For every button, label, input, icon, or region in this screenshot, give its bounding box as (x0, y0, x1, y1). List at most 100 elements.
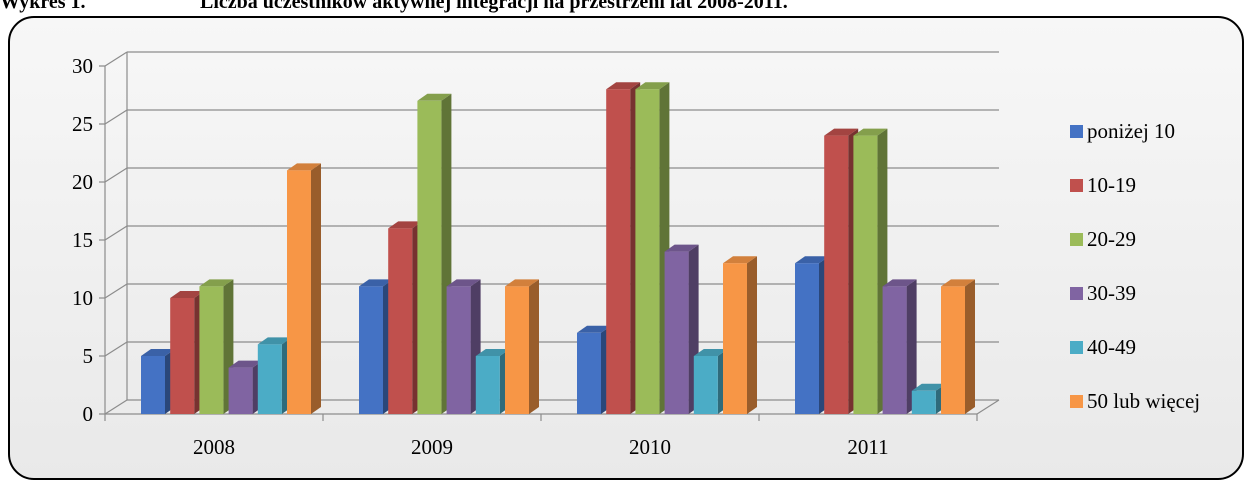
gridline-diagonal (104, 283, 128, 299)
bar (795, 256, 829, 414)
bar-top (635, 82, 670, 90)
bar-side (529, 279, 539, 414)
bar-top (824, 128, 859, 136)
bar-top (505, 279, 539, 287)
gridline-diagonal (104, 51, 128, 67)
legend-swatch (1070, 394, 1083, 408)
bar-front (723, 263, 747, 414)
bar-top (228, 360, 263, 368)
x-tick-label: 2008 (193, 435, 235, 459)
legend-item: 10-19 (1070, 158, 1242, 212)
legend-label: 10-19 (1087, 172, 1136, 197)
bar-top (170, 291, 205, 298)
bar-front (141, 356, 165, 414)
bar-front (446, 286, 471, 414)
bar (359, 279, 393, 414)
bar-front (606, 89, 631, 414)
bar-top (853, 128, 888, 136)
bar (635, 82, 670, 414)
bar-top (359, 279, 393, 287)
legend-swatch (1070, 124, 1083, 138)
legend-item: poniżej 10 (1070, 104, 1242, 158)
bar-front (882, 286, 907, 414)
legend-item: 20-29 (1070, 212, 1242, 266)
bar-front (577, 332, 601, 414)
bar-front (359, 286, 383, 414)
bar-top (475, 349, 510, 356)
bar-top (723, 256, 757, 264)
bar (664, 244, 699, 414)
y-tick-label: 15 (72, 228, 93, 252)
legend-item: 50 lub więcej (1070, 374, 1242, 428)
bar (388, 221, 423, 414)
legend-label: 40-49 (1087, 334, 1136, 359)
bar (824, 128, 859, 414)
legend-item: 40-49 (1070, 320, 1242, 374)
bar-top (664, 244, 699, 252)
bar-front (228, 367, 253, 414)
gridline-diagonal (104, 225, 128, 241)
bar-side (965, 279, 975, 414)
bar-top (199, 279, 234, 287)
chart-legend: poniżej 10 10-19 20-29 30-39 40-49 50 lub wię… (1070, 104, 1242, 428)
gridline-diagonal (104, 399, 128, 415)
bar (287, 163, 321, 414)
bar (693, 349, 728, 414)
bar-front (257, 344, 282, 414)
bar (228, 360, 263, 414)
bar-front (505, 286, 529, 414)
bar-top (941, 279, 975, 287)
bar-top (911, 383, 946, 391)
chart-heading: Wykres 1. Liczba uczestników aktywnej in… (0, 0, 1251, 17)
bar-top (257, 337, 292, 345)
bar-front (199, 286, 224, 414)
bar (911, 383, 946, 414)
bar-front (853, 135, 878, 414)
bar-top (446, 279, 481, 287)
bar-side (906, 279, 917, 414)
bar (446, 279, 481, 414)
y-tick-label: 0 (83, 402, 94, 426)
bar-front (388, 228, 413, 414)
legend-label: 20-29 (1087, 226, 1136, 251)
legend-label: 30-39 (1087, 280, 1136, 305)
x-tick-label: 2009 (411, 435, 453, 459)
bar-top (388, 221, 423, 229)
bar-front (941, 286, 965, 414)
bar-front (911, 390, 936, 414)
bar-front (635, 89, 660, 414)
legend-swatch (1070, 340, 1083, 354)
x-tick-label: 2011 (847, 435, 888, 459)
bar-front (795, 263, 819, 414)
bar-front (664, 251, 689, 414)
bar-side (747, 256, 757, 414)
legend-item: 30-39 (1070, 266, 1242, 320)
bar-front (287, 170, 311, 414)
bar-front (824, 135, 849, 414)
bar-top (882, 279, 917, 287)
bar (505, 279, 539, 414)
bar (199, 279, 234, 414)
bar (475, 349, 510, 414)
y-tick-label: 30 (72, 54, 93, 78)
bar-top (693, 349, 728, 356)
bar-top (141, 349, 175, 356)
bar (882, 279, 917, 414)
bar (606, 82, 641, 414)
bar-front (475, 356, 500, 414)
bar-front (170, 298, 195, 414)
chart-heading-lead: Wykres 1. (0, 0, 86, 13)
legend-swatch (1070, 178, 1083, 192)
bar-top (795, 256, 829, 264)
y-tick-label: 5 (83, 344, 94, 368)
bar-top (606, 82, 641, 90)
floor-edge (976, 399, 1000, 415)
bar (577, 325, 611, 414)
y-tick-label: 10 (72, 286, 93, 310)
bar (417, 93, 452, 415)
bar (141, 349, 175, 414)
x-tick-label: 2010 (629, 435, 671, 459)
gridline-diagonal (104, 167, 128, 183)
bar (170, 291, 205, 414)
bar (941, 279, 975, 414)
